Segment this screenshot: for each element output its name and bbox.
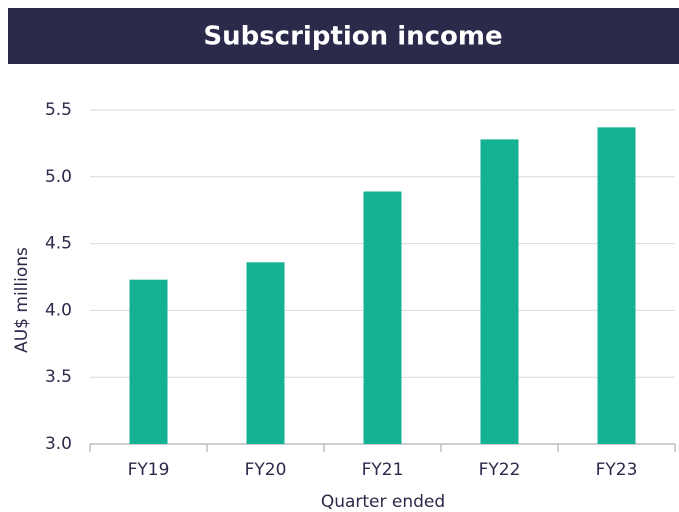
bar — [246, 262, 285, 444]
bar — [363, 191, 402, 444]
x-tick-label: FY20 — [245, 460, 287, 480]
y-tick-label: 4.0 — [45, 300, 72, 320]
x-tick-label: FY23 — [596, 460, 638, 480]
y-tick-label: 3.0 — [45, 434, 72, 454]
y-tick-label: 3.5 — [45, 367, 72, 387]
title-bar — [8, 8, 679, 64]
y-axis-label: AU$ millions — [12, 247, 32, 353]
x-tick-label: FY19 — [128, 460, 170, 480]
bar — [480, 139, 519, 444]
x-axis-label: Quarter ended — [321, 492, 445, 512]
x-tick-label: FY21 — [362, 460, 404, 480]
chart-title: Subscription income — [203, 22, 502, 52]
bar — [129, 279, 168, 444]
y-tick-label: 4.5 — [45, 234, 72, 254]
y-tick-label: 5.5 — [45, 100, 72, 120]
y-tick-label: 5.0 — [45, 167, 72, 187]
x-tick-label: FY22 — [479, 460, 521, 480]
bar — [597, 127, 636, 445]
